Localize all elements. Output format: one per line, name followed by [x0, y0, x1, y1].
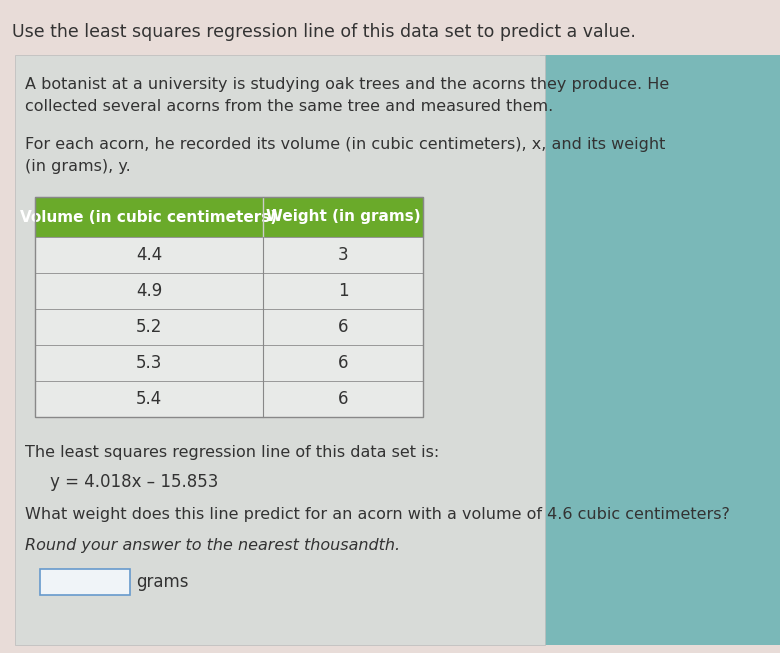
Text: Use the least squares regression line of this data set to predict a value.: Use the least squares regression line of…: [12, 23, 636, 41]
Text: y = 4.018x – 15.853: y = 4.018x – 15.853: [50, 473, 218, 491]
Text: 5.3: 5.3: [136, 354, 162, 372]
Text: For each acorn, he recorded its volume (in cubic centimeters), x, and its weight: For each acorn, he recorded its volume (…: [25, 137, 665, 152]
Text: 5.2: 5.2: [136, 318, 162, 336]
Text: (in grams), y.: (in grams), y.: [25, 159, 131, 174]
Text: Weight (in grams): Weight (in grams): [266, 210, 420, 225]
Text: 1: 1: [338, 282, 349, 300]
Text: grams: grams: [136, 573, 189, 591]
Text: Round your answer to the nearest thousandth.: Round your answer to the nearest thousan…: [25, 538, 400, 553]
FancyBboxPatch shape: [35, 381, 423, 417]
Text: collected several acorns from the same tree and measured them.: collected several acorns from the same t…: [25, 99, 553, 114]
Text: 6: 6: [338, 354, 348, 372]
Text: A botanist at a university is studying oak trees and the acorns they produce. He: A botanist at a university is studying o…: [25, 77, 669, 92]
Text: What weight does this line predict for an acorn with a volume of 4.6 cubic centi: What weight does this line predict for a…: [25, 507, 730, 522]
Text: 6: 6: [338, 318, 348, 336]
FancyBboxPatch shape: [40, 569, 130, 595]
FancyBboxPatch shape: [15, 55, 545, 645]
Text: 5.4: 5.4: [136, 390, 162, 408]
Text: The least squares regression line of this data set is:: The least squares regression line of thi…: [25, 445, 439, 460]
Text: 4.9: 4.9: [136, 282, 162, 300]
Text: 3: 3: [338, 246, 349, 264]
Text: 6: 6: [338, 390, 348, 408]
FancyBboxPatch shape: [35, 309, 423, 345]
Text: 4.4: 4.4: [136, 246, 162, 264]
Text: Volume (in cubic centimeters): Volume (in cubic centimeters): [20, 210, 278, 225]
FancyBboxPatch shape: [35, 197, 423, 237]
FancyBboxPatch shape: [540, 55, 780, 645]
FancyBboxPatch shape: [35, 345, 423, 381]
FancyBboxPatch shape: [35, 273, 423, 309]
FancyBboxPatch shape: [35, 237, 423, 273]
